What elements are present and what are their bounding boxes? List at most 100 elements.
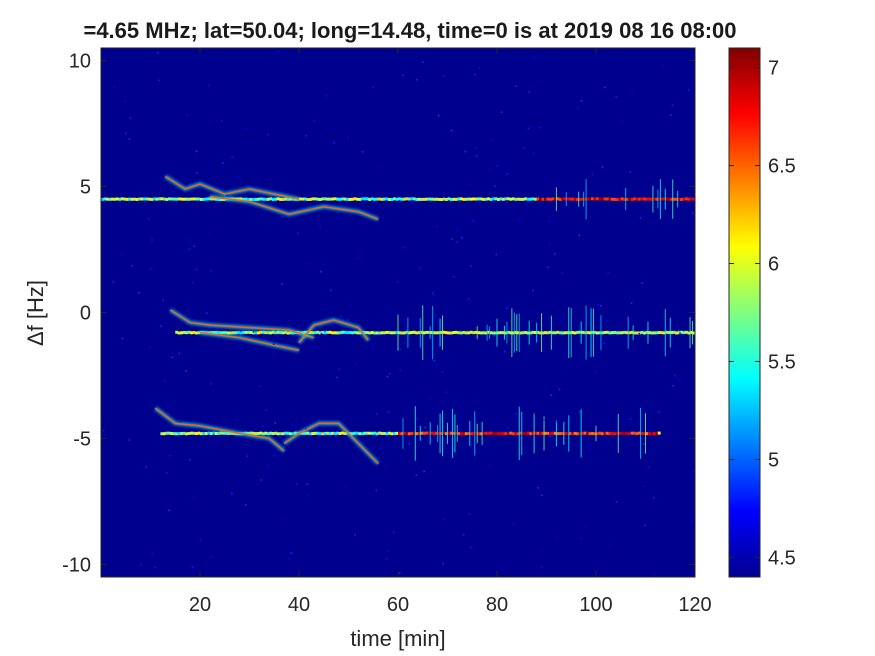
trace-segment <box>266 331 270 335</box>
trace-segment <box>440 198 443 202</box>
trace-segment <box>182 197 186 201</box>
noise-speckle <box>260 479 262 481</box>
trace-segment <box>237 330 240 334</box>
trace-segment <box>232 331 235 335</box>
trace-segment <box>274 431 278 435</box>
trace-segment <box>501 432 505 436</box>
trace-segment <box>497 432 500 436</box>
trace-segment <box>209 197 213 201</box>
trace-segment <box>306 198 310 202</box>
trace-segment <box>563 197 567 201</box>
trace-segment <box>440 431 443 435</box>
trace-segment <box>633 197 636 201</box>
trace-segment <box>598 331 602 335</box>
trace-segment <box>558 331 562 335</box>
trace-segment <box>405 330 409 334</box>
trace-segment <box>316 197 320 201</box>
trace-segment <box>474 431 478 435</box>
trace-segment <box>593 197 597 201</box>
noise-speckle <box>495 253 498 256</box>
trace-segment <box>318 197 322 201</box>
noise-speckle <box>392 531 395 534</box>
trace-segment <box>459 331 463 335</box>
trace-segment <box>358 331 362 335</box>
trace-segment <box>506 330 510 334</box>
trace-segment <box>591 432 594 436</box>
trace-segment <box>647 331 651 335</box>
trace-segment <box>214 330 218 334</box>
trace-segment <box>395 330 399 334</box>
trace-segment <box>195 197 198 201</box>
noise-speckle <box>532 289 534 292</box>
noise-speckle <box>549 435 551 438</box>
trace-segment <box>492 431 495 435</box>
trace-segment <box>504 331 508 335</box>
noise-speckle <box>434 206 436 209</box>
trace-segment <box>571 331 575 335</box>
trace-segment <box>427 330 431 334</box>
trace-segment <box>316 431 320 435</box>
trace-segment <box>479 432 483 436</box>
trace-segment <box>529 432 532 436</box>
trace-segment <box>628 331 631 335</box>
trace-segment <box>130 197 134 201</box>
noise-speckle <box>537 487 539 489</box>
trace-segment <box>680 330 683 334</box>
noise-speckle <box>556 536 558 538</box>
trace-segment <box>452 431 456 435</box>
trace-segment <box>457 197 461 201</box>
trace-segment <box>442 431 446 435</box>
trace-segment <box>190 197 193 201</box>
noise-speckle <box>186 114 188 117</box>
trace-segment <box>254 432 258 436</box>
noise-speckle <box>478 67 481 70</box>
trace-segment <box>544 197 547 201</box>
drift-trace <box>298 319 369 344</box>
trace-segment <box>407 432 411 436</box>
noise-speckle <box>280 282 283 285</box>
trace-segment <box>479 331 483 335</box>
trace-segment <box>167 431 171 435</box>
noise-speckle <box>578 325 580 328</box>
noise-speckle <box>379 166 382 169</box>
trace-segment <box>400 331 404 335</box>
trace-segment <box>494 331 498 335</box>
trace-segment <box>177 197 181 201</box>
noise-speckle <box>329 208 331 211</box>
trace-segment <box>261 432 265 436</box>
x-tick-label: 40 <box>288 594 310 616</box>
noise-speckle <box>629 432 631 434</box>
noise-speckle <box>272 455 275 457</box>
trace-segment <box>120 197 124 201</box>
x-axis-label: time [min] <box>350 626 445 651</box>
noise-speckle <box>162 299 164 302</box>
trace-segment <box>306 431 310 435</box>
trace-segment <box>596 197 599 201</box>
trace-segment <box>687 331 691 335</box>
trace-segment <box>482 331 485 335</box>
noise-speckle <box>416 417 418 420</box>
trace-segment <box>435 197 438 201</box>
trace-segment <box>425 197 428 201</box>
noise-speckle <box>121 337 124 340</box>
trace-segment <box>279 432 282 436</box>
noise-speckle <box>561 272 563 274</box>
trace-segment <box>336 431 339 435</box>
trace-segment <box>682 197 686 201</box>
trace-segment <box>380 197 384 201</box>
trace-segment <box>561 331 565 335</box>
trace-segment <box>573 331 577 335</box>
trace-segment <box>323 197 327 201</box>
trace-segment <box>633 331 636 335</box>
noise-speckle <box>601 166 604 168</box>
trace-segment <box>239 331 243 335</box>
trace-segment <box>474 330 478 334</box>
trace-segment <box>162 197 166 201</box>
trace-segment <box>454 330 458 334</box>
trace-segment <box>497 331 500 335</box>
trace-segment <box>177 331 181 335</box>
trace-segment <box>393 432 396 436</box>
trace-segment <box>105 197 109 201</box>
trace-segment <box>588 197 592 201</box>
trace-segment <box>323 431 327 435</box>
